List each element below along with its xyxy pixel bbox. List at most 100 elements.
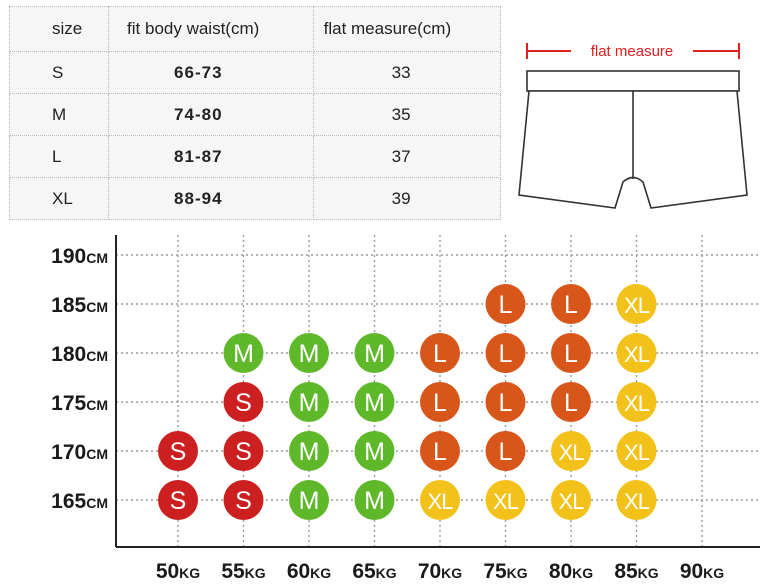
y-tick-unit: CM [86,495,108,511]
size-point-label: L [564,389,578,417]
size-point-label: XL [624,293,650,318]
cell-size: M [8,93,110,136]
size-point-m: M [354,333,395,373]
y-tick-number: 190 [51,245,86,268]
size-point-m: M [289,480,329,520]
table-row: L 81-87 37 [8,135,502,178]
size-point-label: S [235,438,252,466]
flat-measure-indicator: flat measure [526,43,740,60]
size-point-circle [354,480,395,520]
x-tick-number: 80 [549,560,572,583]
size-point-circle [420,382,460,422]
size-point-label: XL [428,489,454,514]
size-point-circle [158,480,198,520]
size-point-label: L [499,291,513,319]
x-tick-number: 50 [156,560,179,583]
x-tick-unit: KG [703,565,724,581]
size-point-label: L [499,438,513,466]
x-tick-label: 90KG [680,560,724,583]
size-point-label: L [499,340,513,368]
size-point-circle [485,382,526,422]
size-point-l: L [485,431,526,471]
x-tick-number: 60 [287,560,310,583]
cell-waist: 66-73 [108,51,314,94]
size-point-l: L [420,431,460,471]
cell-flat-measure: 39 [312,177,502,220]
size-point-label: L [433,389,447,417]
header-size: size [8,6,110,52]
size-point-circle [485,284,526,324]
table-header-row: size fit body waist(cm) flat measure(cm) [8,6,502,52]
y-tick-unit: CM [86,250,108,266]
cell-size: L [8,135,110,178]
size-point-circle [289,480,329,520]
x-tick-number: 65 [352,560,376,583]
cell-size: XL [8,177,110,220]
x-tick-label: 50KG [156,560,200,583]
x-tick-label: 65KG [352,560,396,583]
x-tick-label: 55KG [221,560,265,583]
header-flat-measure: flat measure(cm) [312,6,502,52]
y-tick-label: 190CM [51,245,108,268]
size-point-label: M [299,487,320,515]
table-row: XL 88-94 39 [8,177,502,220]
size-point-circle [420,333,460,373]
x-tick-unit: KG [310,565,331,581]
header-waist: fit body waist(cm) [108,6,314,52]
cell-waist: 81-87 [108,135,314,178]
size-point-label: XL [559,489,585,514]
size-point-l: L [420,333,460,373]
y-tick-number: 170 [51,441,86,464]
cell-waist: 88-94 [108,177,314,220]
size-point-m: M [289,382,329,422]
size-point-circle [485,480,526,520]
x-tick-number: 55 [221,560,245,583]
size-point-circle [289,382,329,422]
size-point-l: L [485,382,526,422]
size-point-label: M [299,389,320,417]
size-point-xl: XL [616,480,657,520]
size-point-s: S [223,382,264,422]
size-point-label: XL [493,489,519,514]
size-point-m: M [354,480,395,520]
x-tick-unit: KG [638,565,659,581]
size-point-m: M [289,431,329,471]
size-point-circle [551,431,591,471]
x-tick-number: 90 [680,560,703,583]
size-point-l: L [485,284,526,324]
size-point-label: L [564,291,578,319]
cell-size: S [8,51,110,94]
table-row: S 66-73 33 [8,51,502,94]
cell-flat-measure: 37 [312,135,502,178]
size-point-label: M [364,438,385,466]
x-tick-label: 75KG [483,560,527,583]
x-tick-unit: KG [179,565,200,581]
size-point-m: M [289,333,329,373]
size-point-circle [354,382,395,422]
y-tick-label: 185CM [51,294,108,317]
y-tick-number: 180 [51,343,86,366]
size-point-circle [616,382,657,422]
size-point-s: S [158,431,198,471]
shorts-waistband [526,70,740,92]
shorts-outline [518,70,748,209]
x-tick-number: 75 [483,560,507,583]
x-tick-unit: KG [572,565,593,581]
flat-measure-label: flat measure [591,43,674,60]
size-point-label: M [364,487,385,515]
x-tick-labels: 50KG 55KG 60KG 65KG 70KG 75KG 80KG 85KG 90KG [156,560,724,583]
x-tick-number: 85 [614,560,638,583]
size-point-l: L [551,284,591,324]
size-point-label: XL [559,440,585,465]
shorts-diagram: flat measure [518,43,748,209]
size-point-label: XL [624,489,650,514]
size-point-circle [551,333,591,373]
x-tick-label: 70KG [418,560,462,583]
size-point-circle [616,333,657,373]
table-row: M 74-80 35 [8,93,502,136]
size-point-l: L [551,382,591,422]
y-tick-number: 175 [51,392,86,415]
size-point-circle [420,480,460,520]
size-point-circle [354,431,395,471]
